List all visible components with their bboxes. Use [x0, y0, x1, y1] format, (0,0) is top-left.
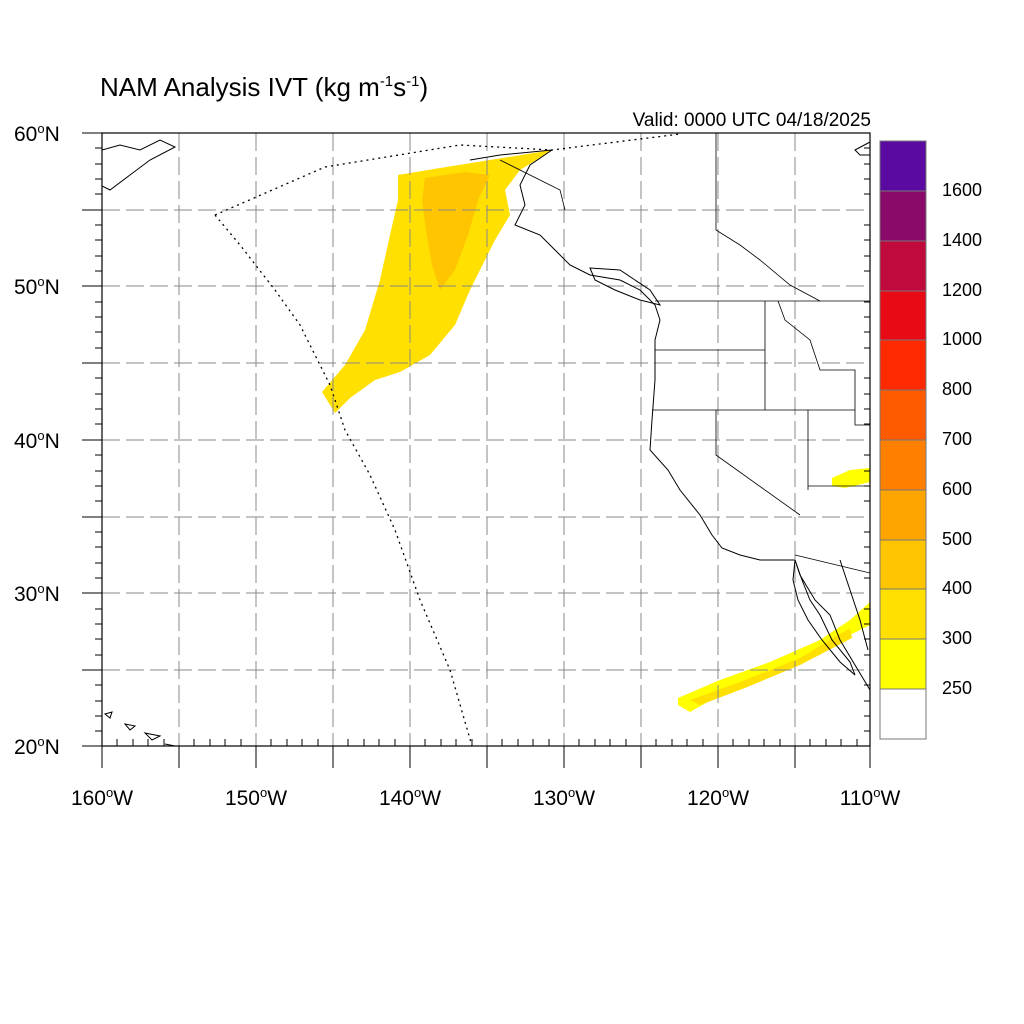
id-mt-border — [777, 300, 870, 426]
moisture-plume-south-inner — [690, 628, 852, 705]
colorbar-label-800: 800 — [942, 379, 973, 399]
colorbar-label-1600: 1600 — [942, 180, 983, 200]
colorbar-label-300: 300 — [942, 628, 973, 648]
chart-title: NAM Analysis IVT (kg m-1s-1) — [100, 72, 429, 102]
atmospheric-river-north-core — [422, 172, 490, 290]
lat-label-20n: 20oN — [14, 734, 60, 759]
lat-label-50n: 50oN — [14, 274, 60, 299]
colorbar-box-9 — [879, 539, 927, 590]
colorbar-label-700: 700 — [942, 429, 973, 449]
colorbar-label-1400: 1400 — [942, 230, 983, 250]
lon-label-110w: 110oW — [839, 785, 901, 810]
colorbar-box-3 — [879, 240, 927, 292]
mexico-west-coast — [839, 559, 869, 651]
us-mexico-border — [794, 554, 870, 574]
colorbar-box-10 — [879, 588, 927, 640]
political-borders — [499, 133, 870, 574]
colorbar-box-7 — [879, 439, 927, 491]
moisture-plume-south — [678, 602, 870, 712]
lon-label-130w: 130oW — [532, 785, 596, 810]
lat-label-60n: 60oN — [14, 121, 60, 146]
nam-domain-boundary — [214, 133, 681, 746]
colorbar-box-2 — [879, 190, 927, 242]
colorbar — [879, 140, 927, 740]
colorbar-box-4 — [879, 290, 927, 341]
bc-ab-border — [715, 133, 821, 302]
colorbar-box-11 — [879, 638, 927, 690]
colorbar-label-1200: 1200 — [942, 280, 983, 300]
lon-label-140w: 140oW — [378, 785, 442, 810]
ivt-fill-layer — [322, 150, 870, 712]
atmospheric-river-north — [322, 150, 552, 413]
baja-peninsula — [792, 559, 856, 676]
graticule — [102, 133, 870, 746]
lon-label-150w: 150oW — [224, 785, 288, 810]
colorbar-box-12 — [879, 688, 927, 740]
vancouver-island — [589, 267, 662, 306]
alaska-coast — [102, 139, 177, 191]
lon-label-160w: 160oW — [70, 785, 134, 810]
colorbar-box-6 — [879, 389, 927, 441]
colorbar-box-1 — [879, 140, 927, 192]
lon-label-120w: 120oW — [686, 785, 750, 810]
colorbar-box-8 — [879, 489, 927, 541]
alaska-bc-border — [499, 159, 566, 211]
moisture-patch-east — [832, 468, 870, 488]
coastlines — [102, 139, 870, 746]
colorbar-label-600: 600 — [942, 479, 973, 499]
lat-label-30n: 30oN — [14, 581, 60, 606]
colorbar-label-400: 400 — [942, 578, 973, 598]
hawaii-islands — [103, 711, 176, 746]
se-alaska-bc-coast — [469, 149, 870, 691]
valid-time: Valid: 0000 UTC 04/18/2025 — [632, 110, 871, 131]
colorbar-label-1000: 1000 — [942, 329, 983, 349]
axis-ticks — [82, 132, 871, 768]
colorbar-box-5 — [879, 339, 927, 391]
east-mainland-coast — [854, 141, 870, 156]
colorbar-label-500: 500 — [942, 529, 973, 549]
lat-label-40n: 40oN — [14, 428, 60, 453]
colorbar-label-250: 250 — [942, 678, 973, 698]
ca-nv-border — [715, 410, 801, 516]
